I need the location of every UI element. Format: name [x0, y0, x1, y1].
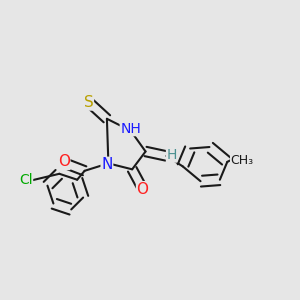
Text: S: S — [84, 95, 93, 110]
Text: O: O — [58, 154, 70, 169]
Text: CH₃: CH₃ — [231, 154, 254, 167]
Text: Cl: Cl — [19, 173, 33, 187]
Text: N: N — [101, 158, 112, 172]
Text: NH: NH — [120, 122, 141, 136]
Text: O: O — [136, 182, 148, 197]
Text: H: H — [167, 148, 177, 162]
